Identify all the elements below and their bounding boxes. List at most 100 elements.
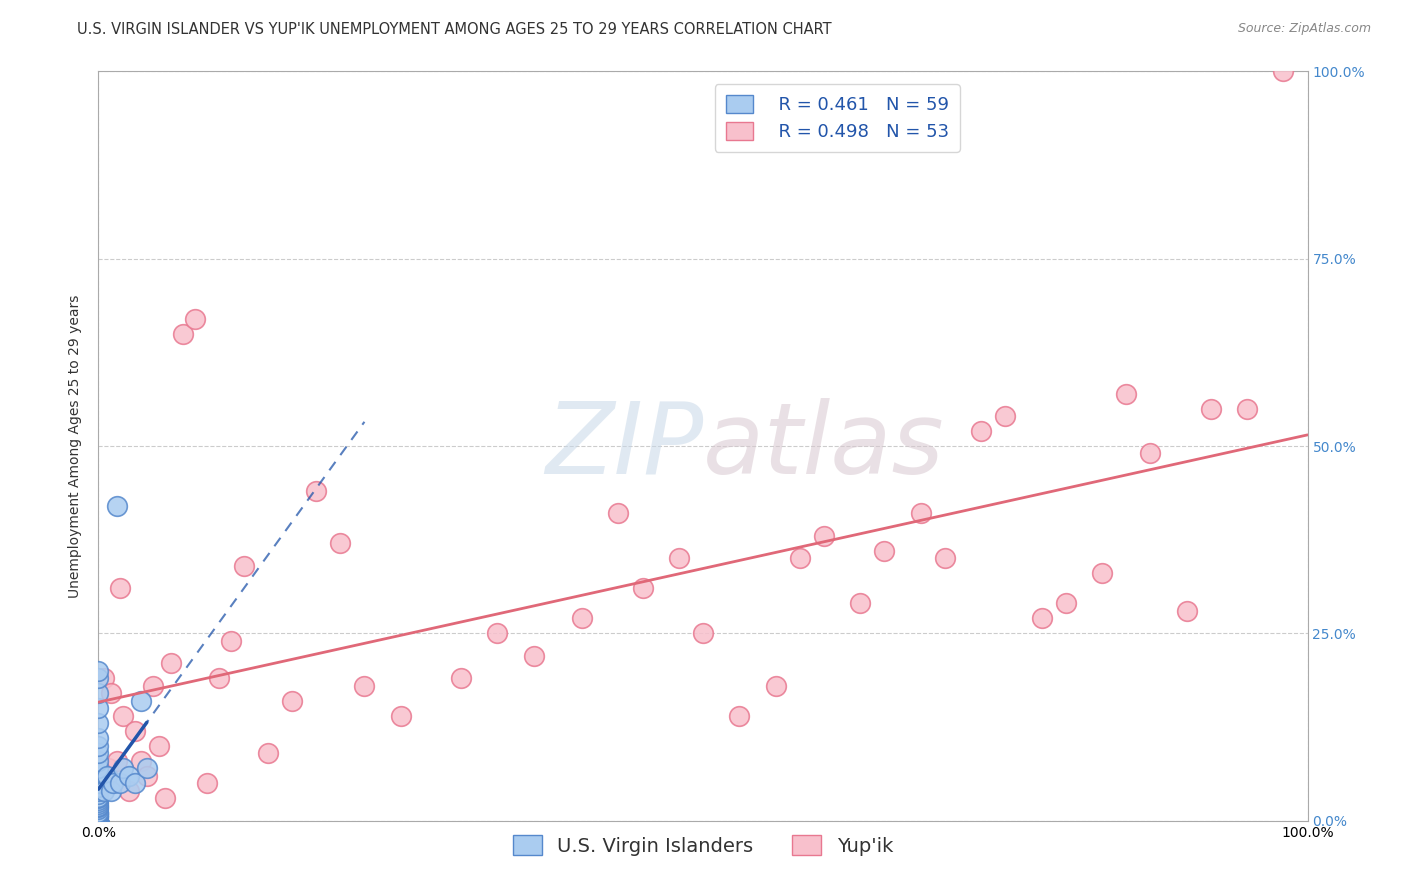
Point bbox=[87, 739, 110, 753]
Point bbox=[607, 507, 630, 521]
Point bbox=[87, 780, 110, 794]
Point bbox=[87, 814, 110, 828]
Point bbox=[389, 708, 412, 723]
Point bbox=[221, 633, 243, 648]
Point bbox=[87, 810, 110, 824]
Point bbox=[96, 769, 118, 783]
Point bbox=[87, 814, 110, 828]
Point bbox=[142, 679, 165, 693]
Point bbox=[135, 761, 157, 775]
Point bbox=[184, 311, 207, 326]
Point bbox=[87, 814, 110, 828]
Point bbox=[87, 814, 110, 828]
Point bbox=[87, 814, 110, 828]
Point bbox=[1115, 386, 1137, 401]
Point bbox=[232, 558, 254, 573]
Point bbox=[910, 507, 932, 521]
Point bbox=[87, 807, 110, 822]
Point bbox=[87, 671, 110, 685]
Point bbox=[87, 764, 110, 779]
Point bbox=[87, 772, 110, 787]
Point bbox=[87, 731, 110, 746]
Point bbox=[93, 783, 115, 797]
Point bbox=[1236, 401, 1258, 416]
Point bbox=[87, 814, 110, 828]
Point bbox=[934, 551, 956, 566]
Point bbox=[124, 723, 146, 738]
Text: ZIP: ZIP bbox=[544, 398, 703, 494]
Point bbox=[1199, 401, 1222, 416]
Point bbox=[87, 814, 110, 828]
Point bbox=[789, 551, 811, 566]
Point bbox=[87, 805, 110, 819]
Point bbox=[111, 708, 134, 723]
Point bbox=[1091, 566, 1114, 581]
Point bbox=[100, 783, 122, 797]
Y-axis label: Unemployment Among Ages 25 to 29 years: Unemployment Among Ages 25 to 29 years bbox=[69, 294, 83, 598]
Point bbox=[87, 807, 110, 822]
Point bbox=[631, 582, 654, 596]
Point bbox=[208, 671, 231, 685]
Point bbox=[873, 544, 896, 558]
Point bbox=[105, 754, 128, 768]
Point bbox=[87, 798, 110, 813]
Point bbox=[765, 679, 787, 693]
Point bbox=[1031, 611, 1053, 625]
Text: Source: ZipAtlas.com: Source: ZipAtlas.com bbox=[1237, 22, 1371, 36]
Point bbox=[87, 814, 110, 828]
Point bbox=[692, 626, 714, 640]
Point bbox=[105, 499, 128, 513]
Point bbox=[87, 814, 110, 828]
Point bbox=[160, 657, 183, 671]
Point bbox=[87, 806, 110, 821]
Point bbox=[1139, 446, 1161, 460]
Point bbox=[450, 671, 472, 685]
Point bbox=[87, 806, 110, 821]
Point bbox=[87, 814, 110, 828]
Point bbox=[129, 754, 152, 768]
Point bbox=[87, 814, 110, 828]
Point bbox=[87, 791, 110, 805]
Point bbox=[87, 814, 110, 828]
Point bbox=[87, 761, 110, 775]
Point bbox=[87, 814, 110, 828]
Point bbox=[970, 424, 993, 438]
Point bbox=[728, 708, 751, 723]
Point bbox=[486, 626, 509, 640]
Point bbox=[329, 536, 352, 550]
Point bbox=[1175, 604, 1198, 618]
Point bbox=[87, 802, 110, 816]
Point bbox=[87, 769, 110, 783]
Text: atlas: atlas bbox=[703, 398, 945, 494]
Point bbox=[111, 761, 134, 775]
Point bbox=[87, 814, 110, 828]
Point bbox=[849, 596, 872, 610]
Point bbox=[994, 409, 1017, 423]
Point bbox=[87, 716, 110, 731]
Point bbox=[305, 483, 328, 498]
Point bbox=[353, 679, 375, 693]
Point bbox=[87, 795, 110, 809]
Point bbox=[172, 326, 194, 341]
Point bbox=[87, 792, 110, 806]
Point bbox=[281, 694, 304, 708]
Point bbox=[153, 791, 176, 805]
Point bbox=[87, 788, 110, 802]
Point bbox=[87, 814, 110, 828]
Point bbox=[93, 671, 115, 685]
Point bbox=[87, 686, 110, 700]
Point bbox=[100, 686, 122, 700]
Point bbox=[108, 776, 131, 790]
Point bbox=[87, 797, 110, 812]
Point bbox=[118, 783, 141, 797]
Point bbox=[108, 582, 131, 596]
Point bbox=[813, 529, 835, 543]
Point bbox=[87, 783, 110, 797]
Point bbox=[571, 611, 593, 625]
Point bbox=[1272, 64, 1295, 78]
Point bbox=[101, 776, 124, 790]
Point bbox=[135, 769, 157, 783]
Point bbox=[87, 810, 110, 824]
Point bbox=[124, 776, 146, 790]
Point bbox=[129, 694, 152, 708]
